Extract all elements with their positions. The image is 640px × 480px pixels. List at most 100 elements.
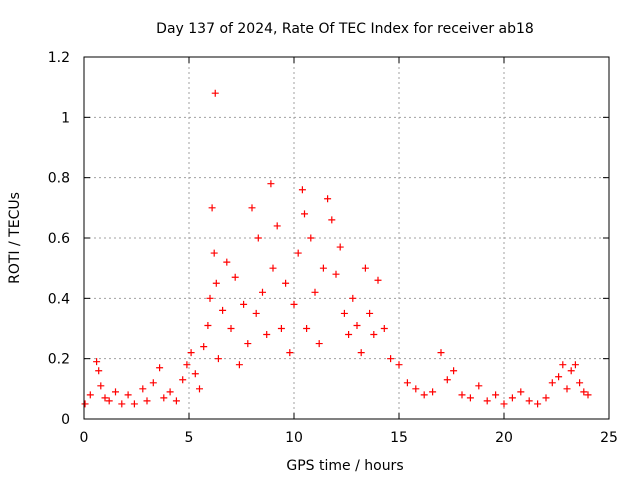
data-point [307, 234, 315, 242]
data-point [118, 400, 126, 408]
data-point [380, 325, 388, 332]
data-point [458, 391, 466, 399]
data-point [319, 264, 327, 272]
data-point [240, 300, 248, 308]
data-point [267, 180, 275, 188]
data-point [149, 379, 157, 387]
data-point [345, 331, 353, 339]
x-tick-label: 0 [80, 430, 89, 446]
data-point [124, 391, 132, 399]
data-point [483, 397, 491, 405]
data-point [97, 382, 105, 390]
y-tick-label: 0.2 [48, 352, 70, 368]
data-point [361, 264, 369, 272]
data-point [172, 397, 180, 405]
data-point [548, 379, 556, 387]
data-point [86, 391, 94, 399]
data-point [517, 388, 525, 396]
data-point [223, 258, 231, 266]
data-point [263, 331, 271, 339]
data-point [139, 385, 147, 393]
data-point [166, 388, 174, 396]
data-point [227, 325, 235, 332]
data-point [525, 397, 533, 405]
data-point [252, 309, 260, 317]
data-point [156, 364, 164, 372]
data-point [395, 361, 403, 369]
grid-lines [84, 57, 609, 419]
data-point [183, 361, 191, 369]
y-tick-label: 0.6 [48, 231, 70, 247]
data-point [93, 358, 101, 366]
data-point [143, 397, 151, 405]
data-point [235, 361, 243, 369]
data-point [105, 397, 113, 405]
data-point [204, 321, 212, 329]
data-point [555, 373, 563, 381]
data-point [286, 349, 294, 357]
data-point [328, 216, 336, 224]
data-point [366, 309, 374, 317]
data-point [349, 294, 357, 302]
data-point [101, 394, 109, 402]
data-point [500, 400, 508, 408]
x-tick-label: 5 [185, 430, 194, 446]
data-point [269, 264, 277, 272]
data-point [259, 288, 266, 296]
data-point [332, 270, 340, 278]
data-point [429, 388, 437, 396]
data-point [214, 355, 222, 363]
data-point [179, 376, 187, 384]
data-point [196, 385, 203, 393]
data-point [273, 222, 281, 230]
data-point [534, 400, 542, 408]
data-point [210, 249, 218, 257]
data-point [412, 385, 420, 393]
data-point [206, 294, 214, 302]
data-point [567, 367, 575, 375]
data-point [336, 243, 344, 251]
data-point [563, 385, 571, 393]
y-tick-label: 0 [61, 412, 70, 428]
data-point [290, 300, 298, 308]
data-point [576, 379, 584, 387]
data-point [282, 279, 290, 287]
data-point [340, 309, 348, 317]
data-point [357, 349, 365, 357]
data-point [370, 331, 378, 339]
x-tick-label: 10 [285, 430, 303, 446]
data-point [466, 394, 474, 402]
data-point [508, 394, 516, 402]
data-point [81, 400, 89, 408]
axis-ticks: 0 5 10 15 20 25 0 0.2 0.4 0.6 0.8 1 1.2 [48, 50, 618, 446]
data-point [450, 367, 458, 375]
data-point [580, 388, 588, 396]
data-point [542, 394, 550, 402]
y-tick-label: 0.4 [48, 291, 70, 307]
data-point [301, 210, 308, 218]
data-point [112, 388, 119, 396]
data-point [160, 394, 168, 402]
data-point [374, 276, 382, 284]
x-tick-label: 20 [495, 430, 513, 446]
data-point [584, 391, 592, 399]
data-point [303, 325, 311, 332]
y-tick-label: 1.2 [48, 50, 70, 66]
data-point [492, 391, 500, 399]
data-point [437, 349, 445, 357]
data-point [403, 379, 411, 387]
data-point [443, 376, 451, 384]
data-point [208, 204, 216, 212]
data-point [311, 288, 319, 296]
chart-title: Day 137 of 2024, Rate Of TEC Index for r… [156, 21, 534, 37]
data-point [559, 361, 567, 369]
data-point [130, 400, 138, 408]
data-point [212, 279, 220, 287]
x-axis-label: GPS time / hours [286, 458, 403, 474]
data-point [315, 340, 323, 348]
data-point [254, 234, 262, 242]
data-point [475, 382, 483, 390]
data-point [571, 361, 579, 369]
data-point [420, 391, 428, 399]
